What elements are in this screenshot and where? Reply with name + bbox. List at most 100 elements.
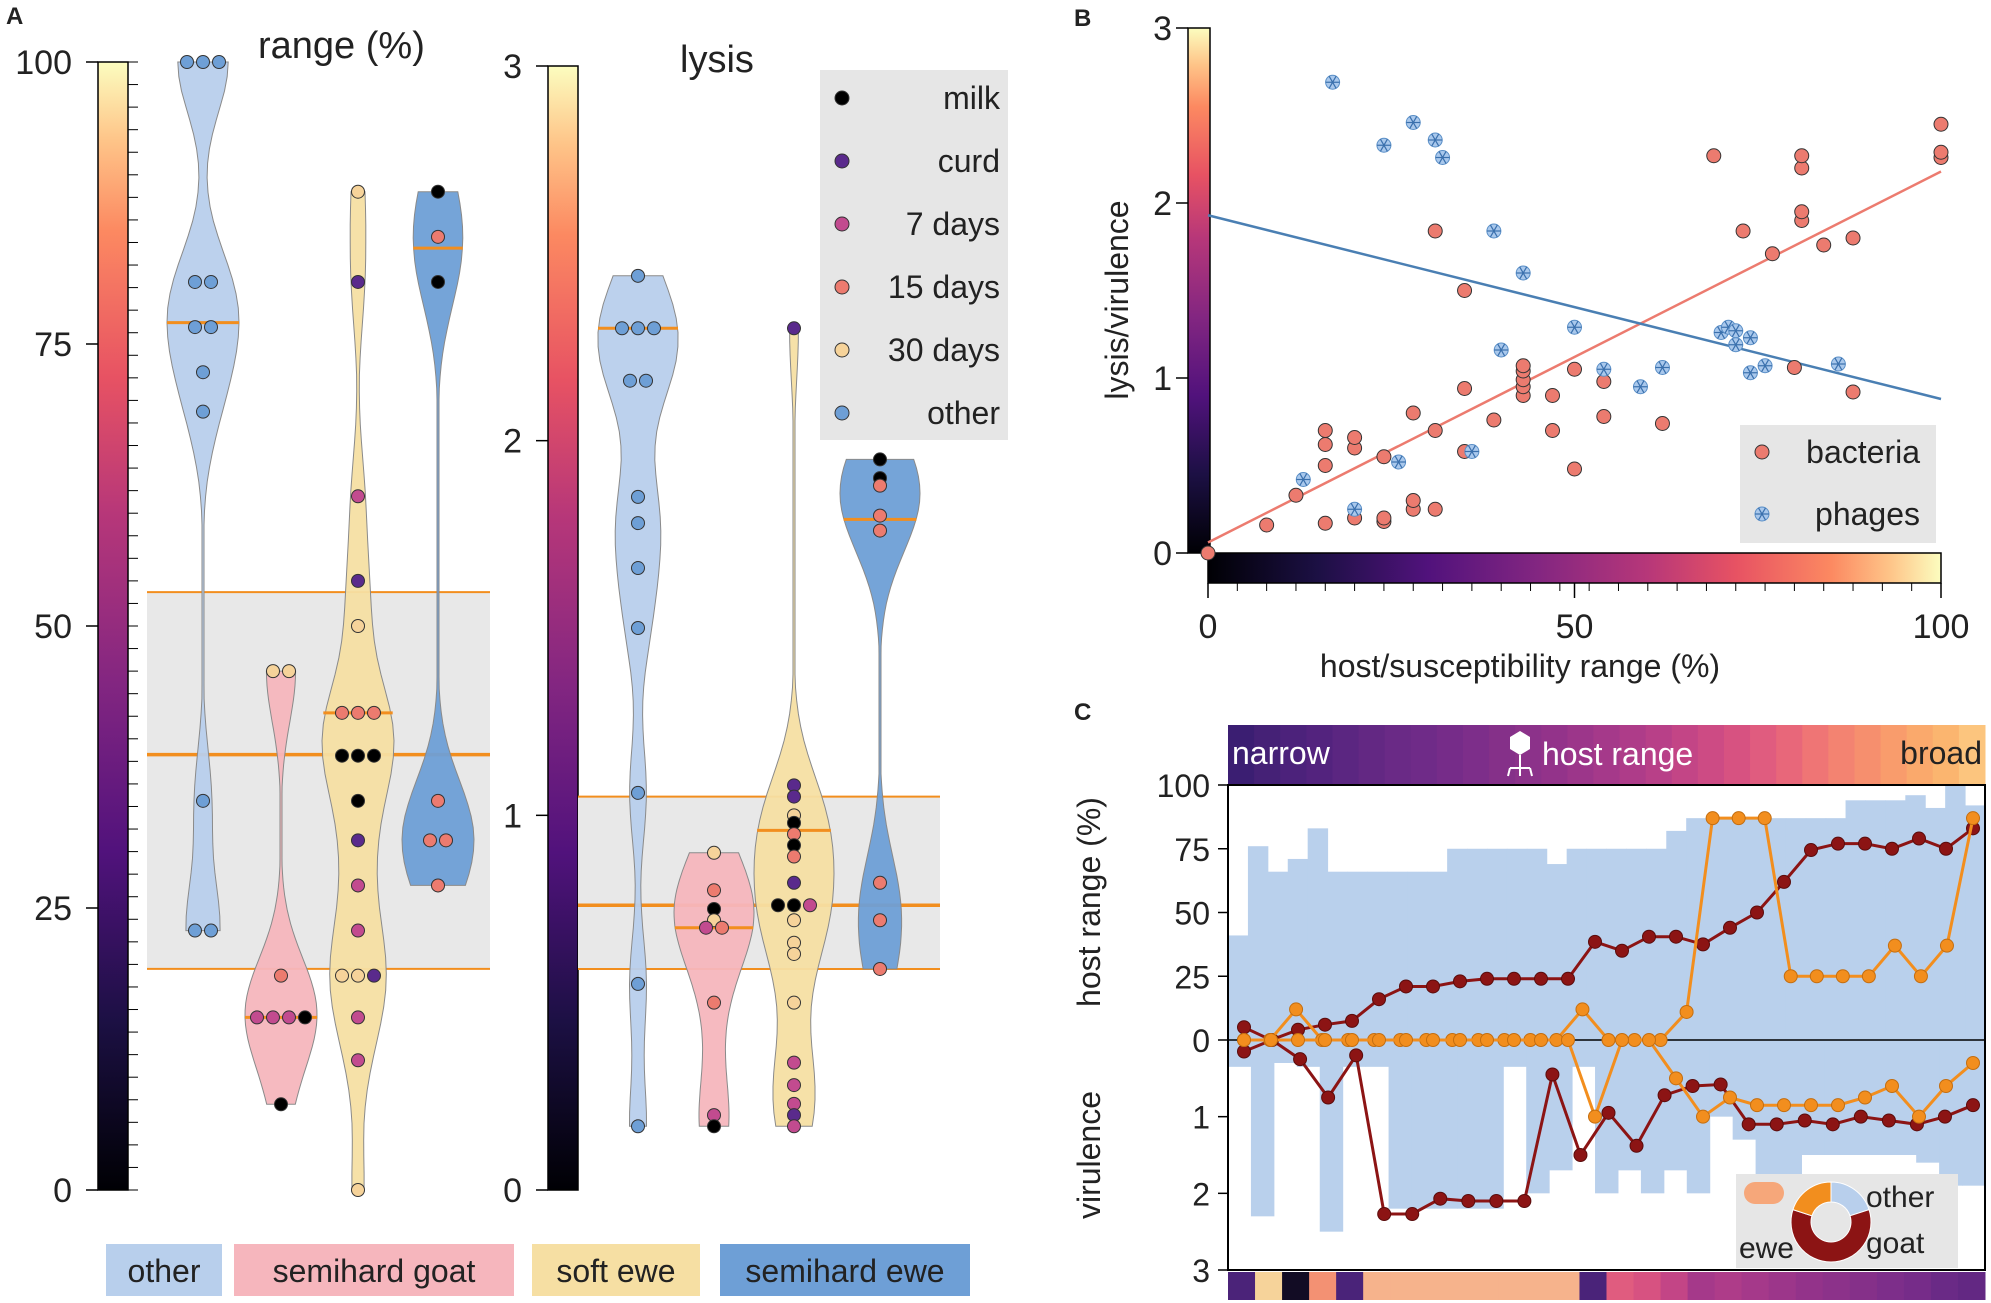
point-15-days — [439, 833, 453, 848]
b-legend-bacteria: bacteria — [1806, 434, 1920, 470]
b-point-phage — [1728, 323, 1744, 339]
phage-marker-spoke — [1757, 507, 1767, 521]
c-virulence-bar — [1411, 1040, 1435, 1209]
point-30-days — [787, 946, 801, 961]
c-host-range-bar — [1546, 864, 1568, 1040]
c-host-range-bar — [1566, 848, 1588, 1040]
b-point-phage — [1405, 115, 1421, 130]
c-header-cell — [1593, 725, 1621, 785]
c-virulence-bar — [1870, 1040, 1894, 1155]
c-top-tick: 75 — [1174, 832, 1210, 868]
c-footer-cell — [1606, 1272, 1635, 1300]
c-point-ewe-host_range — [1783, 969, 1798, 984]
b-point-bacteria — [1786, 360, 1802, 375]
c-point-goat-host_range — [1831, 836, 1845, 851]
b-point-bacteria — [1259, 517, 1275, 533]
point-curd — [351, 573, 365, 588]
legend-label-7-days: 7 days — [906, 206, 1000, 242]
b-point-bacteria — [1317, 423, 1333, 438]
panel-label-b: B — [1074, 5, 1091, 32]
point-other — [188, 923, 202, 938]
c-header-cell — [1358, 725, 1386, 785]
violin-semihard-ewe — [401, 191, 475, 886]
c-point-goat-virulence — [1489, 1194, 1504, 1208]
phage-marker-spoke — [1746, 366, 1755, 380]
c-header-cell — [1906, 725, 1934, 785]
c-point-ewe-virulence — [1264, 1033, 1278, 1047]
c-header-cell — [1228, 725, 1255, 785]
c-background-bars — [1228, 785, 1986, 1232]
phage-marker-spoke — [1489, 224, 1498, 238]
panel-a-lysis: 0 1 2 3 lysis milk curd 7 days 15 days 30 days o… — [503, 39, 1008, 1210]
point-15-days — [707, 883, 721, 898]
violin-semihard-goat — [673, 852, 755, 1127]
b-point-phage — [1654, 360, 1670, 375]
c-point-goat-host_range — [1669, 929, 1683, 944]
b-point-bacteria — [1376, 449, 1392, 465]
c-point-ewe-host_range — [1887, 938, 1902, 953]
phage-marker-spoke — [1519, 266, 1528, 280]
b-point-phage — [1325, 74, 1341, 90]
point-7-days — [787, 1055, 801, 1070]
c-point-ewe-virulence — [1885, 1079, 1899, 1093]
c-point-ewe-virulence — [1912, 1109, 1926, 1124]
c-point-goat-virulence — [1601, 1105, 1616, 1120]
donut-slice-ewe — [1792, 1181, 1832, 1217]
c-host-range-bar — [1526, 848, 1548, 1040]
c-header-cell — [1880, 725, 1908, 785]
point-milk — [298, 1010, 312, 1025]
c-header-cell — [1932, 725, 1960, 785]
point-7-days — [787, 1119, 801, 1134]
point-other — [196, 793, 210, 808]
c-series — [1237, 811, 1980, 1222]
b-point-phage — [1435, 150, 1451, 165]
c-point-ewe-virulence — [1588, 1109, 1602, 1124]
c-header-cell — [1958, 725, 1986, 785]
c-point-goat-host_range — [1588, 934, 1602, 949]
point-30-days — [282, 664, 296, 679]
c-inset-ewe-swatch — [1744, 1182, 1784, 1204]
violin-other — [597, 275, 679, 1127]
legend-marker-other — [834, 405, 850, 421]
c-virulence-bar — [1572, 1040, 1596, 1067]
c-point-ewe-host_range — [1939, 938, 1954, 953]
c-point-goat-host_range — [1804, 843, 1818, 858]
c-point-goat-host_range — [1399, 979, 1413, 994]
c-footer-cell — [1903, 1272, 1932, 1300]
group-labels: other semihard goat soft ewe semihard ewe — [106, 1244, 970, 1296]
c-host-range-bar — [1327, 871, 1349, 1040]
b-legend-box — [1740, 425, 1936, 543]
phage-marker-spoke — [1379, 138, 1388, 152]
c-point-ewe-virulence — [1372, 1033, 1386, 1047]
phage-marker-spoke — [1834, 357, 1843, 371]
point-15-days — [873, 913, 887, 928]
c-point-ewe-virulence — [1291, 1033, 1305, 1047]
point-curd — [787, 321, 801, 336]
c-point-ewe-virulence — [1966, 1056, 1980, 1070]
b-point-bacteria — [1845, 230, 1861, 246]
c-point-ewe-virulence — [1426, 1033, 1440, 1047]
b-point-bacteria — [1596, 409, 1612, 424]
c-bottom-tick: 3 — [1192, 1253, 1210, 1289]
c-virulence-bar — [1824, 1040, 1848, 1155]
c-point-goat-virulence — [1629, 1138, 1644, 1153]
c-footer-cell — [1957, 1272, 1986, 1300]
range-y-tick: 0 — [53, 1172, 72, 1210]
b-trend-phages — [1207, 214, 1942, 401]
c-point-ewe-host_range — [1731, 811, 1746, 826]
legend-label-curd: curd — [938, 143, 1000, 179]
c-virulence-bar — [1549, 1040, 1573, 1171]
point-other — [631, 785, 645, 800]
b-xlabel: host/susceptibility range (%) — [1320, 648, 1720, 684]
point-30-days — [787, 913, 801, 928]
c-footer-cell — [1552, 1272, 1580, 1300]
b-point-bacteria — [1200, 545, 1216, 561]
c-point-ewe-host_range — [1966, 811, 1980, 826]
c-virulence-bar — [1457, 1040, 1481, 1209]
c-host-range-bar — [1506, 848, 1528, 1040]
violin-soft-ewe — [321, 191, 395, 1191]
c-point-goat-host_range — [1750, 905, 1764, 920]
group-label-semihard-goat: semihard goat — [273, 1253, 476, 1289]
b-point-phage — [1632, 379, 1648, 395]
b-point-bacteria — [1706, 148, 1722, 164]
